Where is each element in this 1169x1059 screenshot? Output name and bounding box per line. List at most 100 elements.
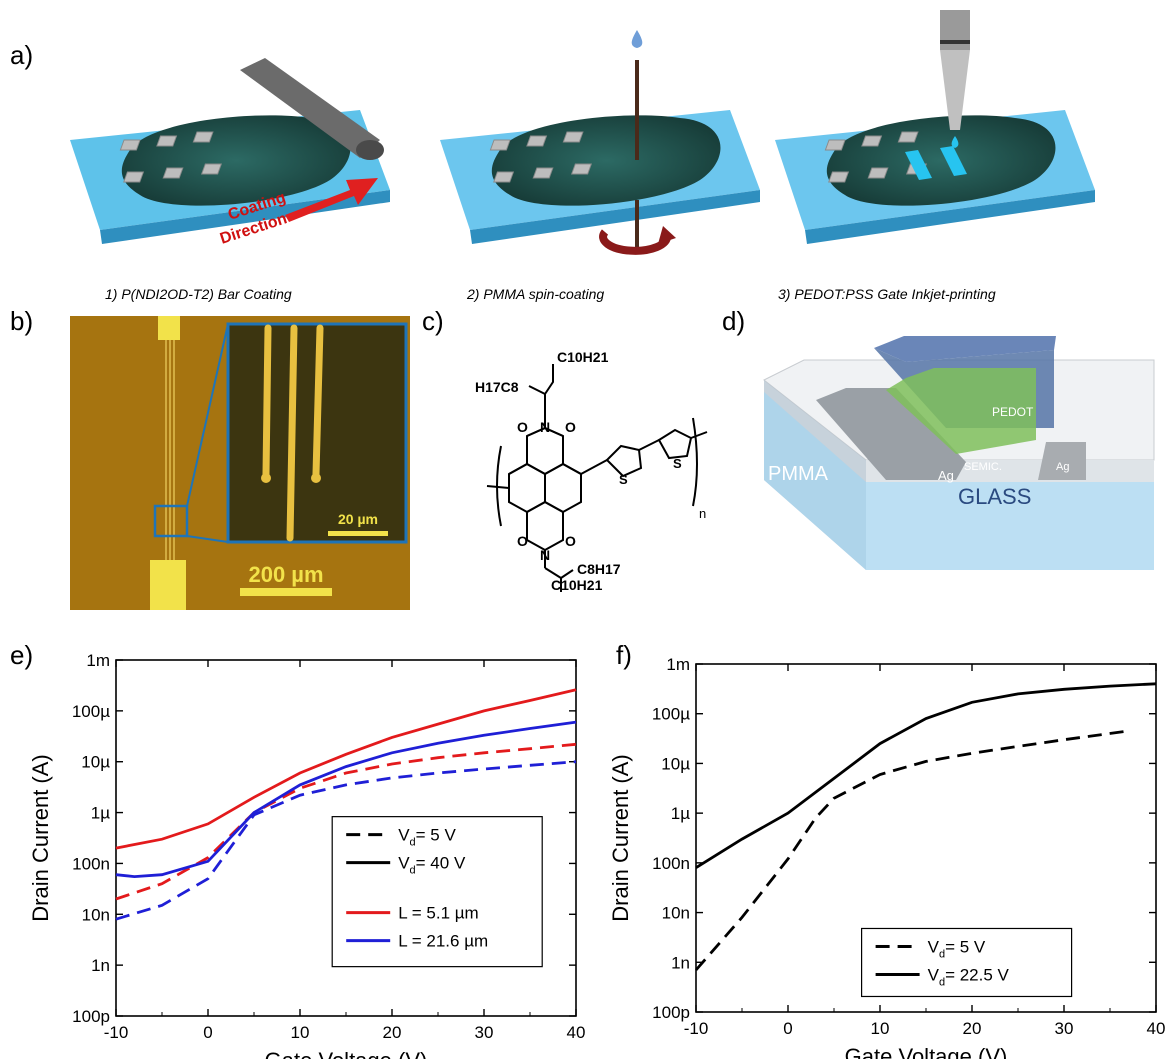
legend-style-label-2: Vd= 40 V — [398, 854, 466, 877]
step-1-bar-coating: Coating Direction — [70, 58, 390, 248]
x-tick-label: 0 — [783, 1019, 792, 1038]
panel-label-c: c) — [422, 306, 444, 336]
glass-layer — [764, 392, 1154, 570]
coating-direction-arrow-icon — [285, 178, 378, 222]
legend-box — [861, 927, 1073, 998]
semiconductor-film-3 — [826, 115, 1056, 206]
y-tick-label: 1n — [671, 953, 690, 972]
y-axis-label: Drain Current (A) — [28, 754, 53, 921]
electrodes-2 — [489, 131, 592, 183]
thin-electrode-lines — [165, 340, 175, 560]
label-oxygen-bottom-right: O — [565, 533, 576, 549]
x-tick-label: -10 — [104, 1023, 129, 1042]
caption-step-3: 3) PEDOT:PSS Gate Inkjet-printing — [778, 286, 996, 302]
large-scale-bar — [240, 588, 332, 596]
label-oxygen-top-right: O — [565, 419, 576, 435]
y-tick-label: 100p — [652, 1003, 690, 1022]
electrode-tip-left — [261, 473, 271, 483]
x-axis-label: Gate Voltage (V) — [265, 1048, 428, 1059]
x-tick-label: 40 — [567, 1023, 586, 1042]
inset-electrodes — [262, 324, 324, 542]
coating-bar-icon — [240, 58, 384, 160]
series-line-1 — [695, 682, 1157, 869]
legend-color-label-1: L = 5.1 µm — [398, 904, 479, 923]
label-c8h17-bottom: C8H17 — [577, 561, 621, 577]
series-line-1 — [115, 688, 577, 850]
rotation-arrowhead-icon — [658, 226, 676, 244]
step-2-spin-coating — [440, 30, 760, 255]
electrodes-3 — [824, 131, 927, 183]
zoom-line-top — [186, 323, 229, 507]
ag-left-electrode — [816, 388, 966, 480]
label-ag-right: Ag — [1056, 461, 1069, 473]
x-tick-label: 40 — [1147, 1019, 1166, 1038]
label-pmma: PMMA — [768, 463, 829, 485]
ag-right-electrode — [1038, 442, 1086, 480]
panel-label-f: f) — [616, 640, 632, 670]
device-schematic: PEDOT SEMIC. Ag Ag PMMA GLASS — [763, 336, 1155, 570]
y-tick-label: 100µ — [72, 702, 110, 721]
x-tick-label: 30 — [1055, 1019, 1074, 1038]
y-axis-label: Drain Current (A) — [608, 754, 633, 921]
y-tick-label: 1µ — [671, 804, 690, 823]
chart-f-plot-area: -10 0 10 20 30 40 100p 1n 10n 100n 1µ 10µ 100µ 1m Gate… — [608, 655, 1165, 1059]
chemical-structure: C10H21 H17C8 O N O O N O S S C8H17 C10H2… — [475, 349, 708, 592]
label-c10h21-top: C10H21 — [557, 349, 609, 365]
label-nitrogen-bottom: N — [540, 547, 550, 563]
y-tick-label: 100n — [652, 854, 690, 873]
zoom-region-box — [153, 504, 189, 538]
top-pad — [158, 316, 180, 340]
series-line-3 — [115, 720, 577, 879]
semiconductor-film-2 — [491, 115, 721, 206]
small-scale-label: 20 µm — [338, 511, 378, 527]
label-semic: SEMIC. — [964, 461, 1002, 473]
semiconductor-film-1 — [121, 115, 351, 206]
panel-label-b: b) — [10, 306, 34, 336]
caption-step-2: 2) PMMA spin-coating — [467, 286, 605, 302]
step-3-inkjet-printing — [775, 10, 1095, 244]
x-tick-label: 10 — [291, 1023, 310, 1042]
y-tick-label: 1µ — [91, 804, 110, 823]
droplet-icon — [631, 30, 643, 48]
chart-f: -10 0 10 20 30 40 100p 1n 10n 100n 1µ 10µ 100µ 1m Gate… — [608, 655, 1165, 1059]
legend-color-label-2: L = 21.6 µm — [398, 932, 488, 951]
y-tick-label: 1m — [86, 651, 110, 670]
label-sulfur-1: S — [619, 472, 628, 487]
caption-step-1: 1) P(NDI2OD-T2) Bar Coating — [105, 286, 292, 302]
fabrication-steps-illustration: Coating Direction — [70, 10, 1095, 255]
y-tick-label: 10µ — [661, 754, 690, 773]
legend-style-label-2: Vd= 22.5 V — [928, 965, 1010, 988]
panel-label-a: a) — [10, 40, 34, 70]
label-sulfur-2: S — [673, 456, 682, 471]
y-tick-label: 100µ — [652, 705, 690, 724]
series-line-2 — [694, 729, 1129, 971]
legend-style-label-1: Vd= 5 V — [928, 937, 986, 960]
label-oxygen-bottom-left: O — [517, 533, 528, 549]
inkjet-nozzle-icon — [940, 10, 970, 148]
series-line-4 — [115, 760, 577, 921]
label-h17c8-top: H17C8 — [475, 379, 519, 395]
label-glass: GLASS — [958, 484, 1031, 509]
label-nitrogen-top: N — [540, 419, 550, 435]
microscope-image: 20 µm 200 µm — [70, 316, 410, 610]
small-scale-bar — [328, 531, 388, 536]
y-tick-label: 100n — [72, 854, 110, 873]
substrate-3-side — [805, 190, 1095, 244]
electrodes-1 — [119, 131, 222, 183]
rotation-arrow-icon — [599, 229, 672, 255]
label-oxygen-top-left: O — [517, 419, 528, 435]
panel-label-e: e) — [10, 640, 34, 670]
label-pedot: PEDOT — [992, 405, 1034, 419]
label-repeat-n: n — [699, 506, 706, 521]
y-tick-label: 10n — [662, 904, 690, 923]
substrate-2-side — [470, 190, 760, 244]
label-c10h21-bottom: C10H21 — [551, 577, 603, 592]
electrode-tip-right — [311, 473, 321, 483]
x-tick-label: 20 — [963, 1019, 982, 1038]
pedot-top — [874, 336, 1056, 362]
large-scale-label: 200 µm — [248, 562, 323, 587]
structure-bonds — [486, 364, 708, 592]
x-tick-label: 10 — [871, 1019, 890, 1038]
y-tick-label: 10µ — [81, 753, 110, 772]
x-tick-label: -10 — [684, 1019, 709, 1038]
